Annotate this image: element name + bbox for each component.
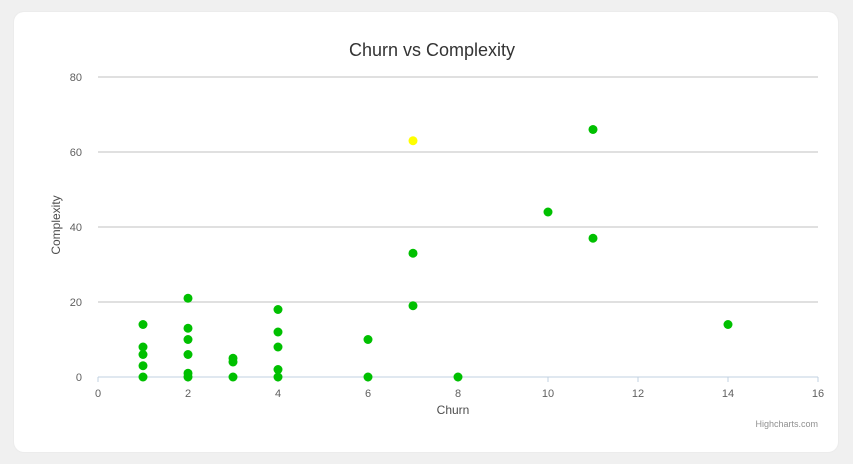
data-point[interactable]: [363, 372, 373, 382]
x-tick-label: 6: [365, 388, 371, 400]
x-tick-label: 2: [185, 388, 191, 400]
y-tick-label: 80: [70, 72, 82, 84]
data-point[interactable]: [543, 207, 553, 217]
data-point[interactable]: [138, 350, 148, 359]
x-tick-label: 12: [632, 388, 644, 400]
data-point[interactable]: [408, 301, 418, 311]
data-point[interactable]: [228, 357, 238, 367]
data-point[interactable]: [273, 327, 283, 337]
data-point[interactable]: [273, 305, 283, 314]
y-tick-label: 0: [76, 372, 82, 384]
chart-card: 0 20 40 60 80 0 2 4 6 8 10 12 14 16 Churn vs Complexi…: [14, 12, 838, 452]
data-point[interactable]: [183, 293, 193, 303]
data-point[interactable]: [723, 320, 733, 329]
data-point[interactable]: [363, 335, 373, 344]
gridlines: [98, 76, 818, 303]
x-tick-label: 8: [455, 388, 461, 400]
data-point[interactable]: [138, 342, 148, 352]
data-point[interactable]: [183, 372, 193, 382]
scatter-chart: 0 20 40 60 80 0 2 4 6 8 10 12 14 16 Churn vs Complexi…: [49, 40, 824, 429]
data-point[interactable]: [228, 372, 238, 382]
y-tick-label: 40: [70, 222, 82, 234]
x-tick-label: 14: [722, 388, 734, 400]
axes: 0 20 40 60 80 0 2 4 6 8 10 12 14 16: [70, 72, 824, 400]
x-tick-label: 4: [275, 388, 281, 400]
x-tick-label: 10: [542, 388, 554, 400]
x-axis-title: Churn: [437, 403, 470, 417]
data-point[interactable]: [453, 372, 463, 382]
data-point[interactable]: [183, 323, 193, 333]
x-tick-label: 16: [812, 388, 824, 400]
data-point[interactable]: [183, 350, 193, 359]
data-point[interactable]: [138, 320, 148, 329]
data-point[interactable]: [588, 125, 598, 134]
chart-title: Churn vs Complexity: [349, 40, 515, 60]
data-point[interactable]: [588, 233, 598, 243]
data-point[interactable]: [138, 372, 148, 382]
data-point[interactable]: [408, 136, 418, 146]
data-point[interactable]: [273, 342, 283, 352]
data-point[interactable]: [138, 361, 148, 371]
y-tick-label: 60: [70, 147, 82, 159]
data-point[interactable]: [273, 372, 283, 382]
y-tick-label: 20: [70, 297, 82, 309]
data-point[interactable]: [183, 335, 193, 344]
y-axis-title: Complexity: [49, 195, 63, 254]
credits-link[interactable]: Highcharts.com: [755, 419, 818, 429]
data-point[interactable]: [408, 248, 418, 258]
data-point[interactable]: [273, 365, 283, 374]
data-points: [138, 125, 733, 382]
x-tick-label: 0: [95, 388, 101, 400]
